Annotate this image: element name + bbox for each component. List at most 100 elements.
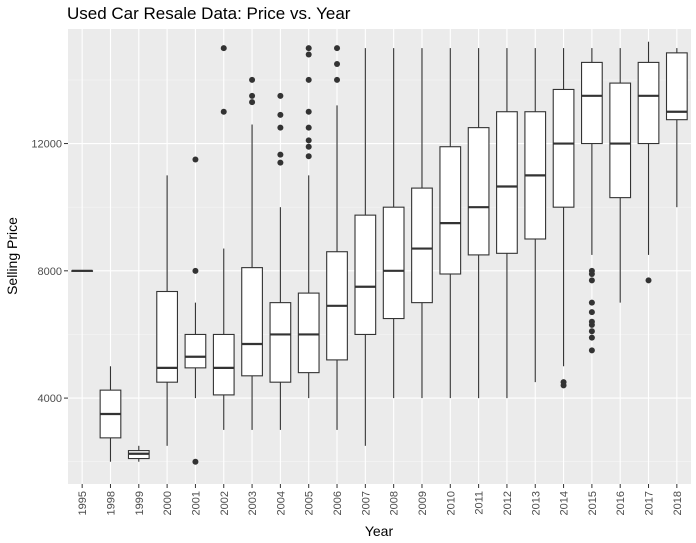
- box-2003: [241, 76, 263, 430]
- outlier-point: [588, 318, 595, 325]
- x-tick-label: 2007: [360, 491, 372, 515]
- outlier-point: [277, 151, 284, 158]
- box-2017: [637, 41, 660, 284]
- x-tick-label: 2001: [190, 491, 202, 515]
- box-body: [609, 82, 632, 199]
- x-tick-label: 2004: [275, 491, 287, 515]
- x-tick-label: 2012: [502, 491, 514, 515]
- box-body: [184, 333, 207, 369]
- x-tick-label: 1998: [105, 491, 117, 515]
- box-1995: [71, 269, 94, 272]
- axis-layer: 4000 8000 12000 1995 1998 1999 2000 2001 2002 200…: [31, 139, 683, 516]
- outlier-point: [305, 153, 312, 160]
- outlier-point: [588, 309, 595, 316]
- box-body: [382, 206, 405, 320]
- x-axis-title: Year: [365, 523, 394, 539]
- box-body: [297, 292, 320, 374]
- box-2002: [212, 45, 235, 430]
- box-2011: [467, 48, 490, 399]
- outlier-point: [220, 45, 227, 52]
- x-tick-label: 1995: [77, 491, 89, 515]
- box-2005: [297, 45, 320, 399]
- outlier-point: [334, 45, 341, 52]
- box-2012: [496, 48, 518, 399]
- outlier-point: [220, 108, 227, 115]
- x-tick-label: 2014: [559, 491, 571, 515]
- outlier-point: [192, 458, 199, 465]
- box-1999: [127, 445, 150, 462]
- outlier-point: [645, 277, 652, 284]
- y-tick-label: 12000: [31, 139, 62, 151]
- x-tick-label: 2000: [162, 491, 174, 515]
- x-tick-label: 2013: [530, 491, 542, 515]
- box-body: [354, 214, 377, 336]
- outlier-point: [249, 99, 256, 106]
- outlier-point: [192, 156, 199, 163]
- x-tick-label: 2008: [389, 491, 401, 515]
- box-2015: [581, 48, 603, 354]
- outlier-point: [334, 61, 341, 67]
- box-2014: [552, 48, 575, 389]
- y-tick-label: 4000: [38, 393, 62, 405]
- outlier-point: [305, 51, 312, 58]
- box-body: [581, 61, 603, 145]
- box-body: [411, 187, 433, 304]
- outlier-point: [305, 45, 312, 52]
- outlier-point: [249, 92, 256, 99]
- box-body: [665, 52, 688, 121]
- outlier-point: [305, 108, 312, 115]
- box-2008: [382, 48, 405, 399]
- box-body: [241, 267, 263, 377]
- x-tick-label: 2015: [587, 491, 599, 515]
- x-tick-label: 2018: [672, 491, 684, 515]
- box-body: [637, 61, 660, 145]
- box-2018: [665, 48, 688, 208]
- box-2010: [439, 48, 462, 399]
- outlier-point: [305, 137, 312, 144]
- box-2013: [524, 48, 547, 383]
- box-2007: [354, 48, 377, 446]
- outlier-point: [588, 334, 595, 341]
- box-body: [439, 146, 462, 275]
- x-tick-label: 2016: [615, 491, 627, 515]
- box-body: [212, 333, 235, 396]
- x-tick-label: 2009: [417, 491, 429, 515]
- box-body: [552, 88, 575, 208]
- outlier-point: [277, 92, 284, 99]
- x-tick-label: 2006: [332, 491, 344, 515]
- x-tick-label: 2017: [644, 491, 656, 515]
- x-tick-label: 2003: [247, 491, 259, 515]
- outlier-point: [192, 267, 199, 274]
- outlier-point: [277, 111, 284, 118]
- outlier-point: [588, 267, 595, 274]
- box-2001: [184, 156, 207, 465]
- y-axis-title: Selling Price: [4, 217, 20, 295]
- x-tick-label: 2005: [304, 491, 316, 515]
- box-2000: [156, 175, 178, 446]
- x-tick-label: 1999: [134, 491, 146, 515]
- box-body: [269, 302, 292, 383]
- outlier-point: [305, 76, 312, 83]
- box-2006: [326, 45, 348, 430]
- outlier-point: [588, 347, 595, 354]
- chart-title: Used Car Resale Data: Price vs. Year: [67, 4, 351, 23]
- x-tick-label: 2002: [219, 491, 231, 515]
- box-2004: [269, 92, 292, 430]
- outlier-point: [305, 124, 312, 131]
- outlier-point: [588, 299, 595, 306]
- x-tick-label: 2010: [445, 491, 457, 515]
- box-1998: [99, 366, 122, 462]
- box-2009: [411, 48, 433, 399]
- outlier-point: [249, 76, 256, 83]
- box-body: [156, 290, 178, 383]
- outlier-point: [588, 328, 595, 335]
- box-2016: [609, 48, 632, 303]
- x-tick-label: 2011: [474, 491, 486, 515]
- outlier-point: [277, 159, 284, 166]
- outlier-point: [277, 124, 284, 131]
- outlier-point: [334, 76, 341, 83]
- box-layer: [71, 41, 688, 465]
- outlier-point: [560, 379, 567, 386]
- outlier-point: [305, 143, 312, 150]
